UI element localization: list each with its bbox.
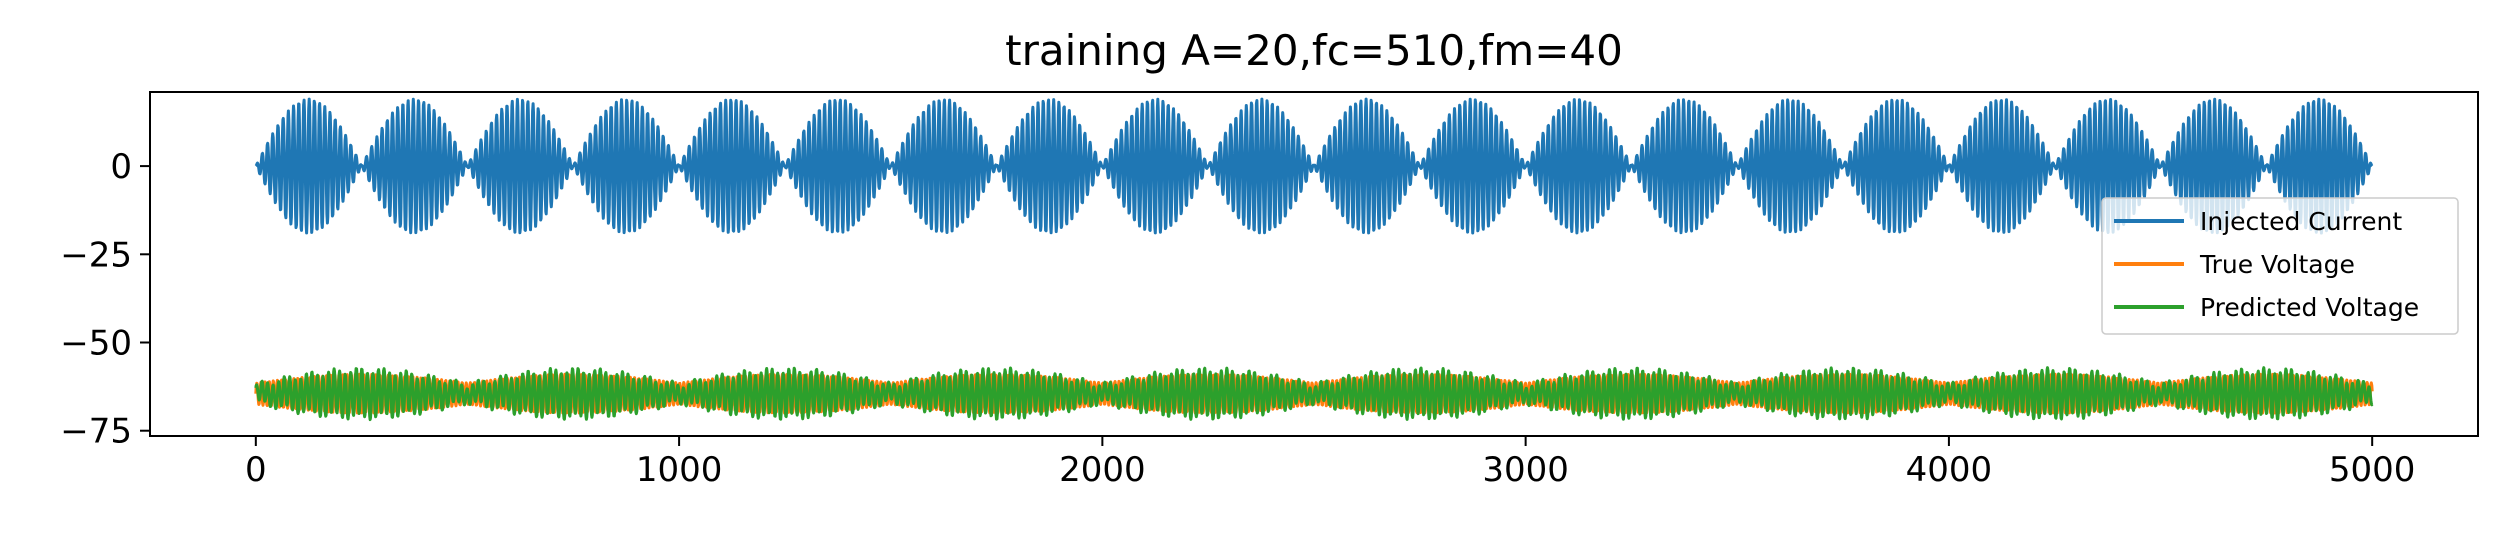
- x-tick-label: 4000: [1906, 450, 1993, 490]
- plot-frame: [149, 91, 2479, 437]
- legend-label-injected-current: Injected Current: [2200, 207, 2402, 236]
- legend-label-predicted-voltage: Predicted Voltage: [2200, 293, 2419, 322]
- y-tick-label: −50: [60, 324, 132, 364]
- series-layer: [254, 97, 2374, 422]
- y-tick-label: −75: [60, 412, 132, 452]
- x-tick-label: 2000: [1059, 450, 1146, 490]
- legend-entry-true-voltage: True Voltage: [2114, 250, 2355, 279]
- x-axis: 0 1000 2000 3000 4000 5000: [245, 436, 2415, 490]
- x-tick-label: 5000: [2329, 450, 2416, 490]
- x-tick-label: 1000: [636, 450, 723, 490]
- y-axis: 0 −25 −50 −75: [60, 147, 150, 452]
- legend-entry-predicted-voltage: Predicted Voltage: [2114, 293, 2419, 322]
- legend-entry-injected-current: Injected Current: [2114, 207, 2402, 236]
- y-tick-label: 0: [110, 147, 132, 187]
- legend: Injected Current True Voltage Predicted …: [2101, 197, 2459, 335]
- y-tick-label: −25: [60, 235, 132, 275]
- x-tick-label: 3000: [1482, 450, 1569, 490]
- series-line-predicted-voltage: [254, 366, 2374, 422]
- legend-label-true-voltage: True Voltage: [2199, 250, 2355, 279]
- chart-title: training A=20,fc=510,fm=40: [1005, 26, 1623, 75]
- x-tick-label: 0: [245, 450, 267, 490]
- legend-box: [2101, 197, 2459, 335]
- series-line-injected-current: [254, 97, 2374, 235]
